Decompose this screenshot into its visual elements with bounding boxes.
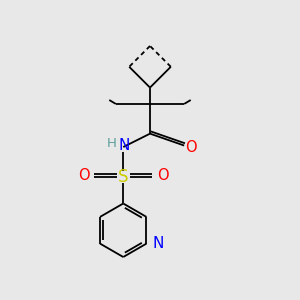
Text: H: H [107, 137, 117, 150]
Text: O: O [157, 168, 168, 183]
Text: N: N [118, 138, 130, 153]
Text: O: O [78, 168, 90, 183]
Text: N: N [153, 236, 164, 251]
Text: S: S [118, 168, 128, 186]
Text: O: O [185, 140, 197, 154]
